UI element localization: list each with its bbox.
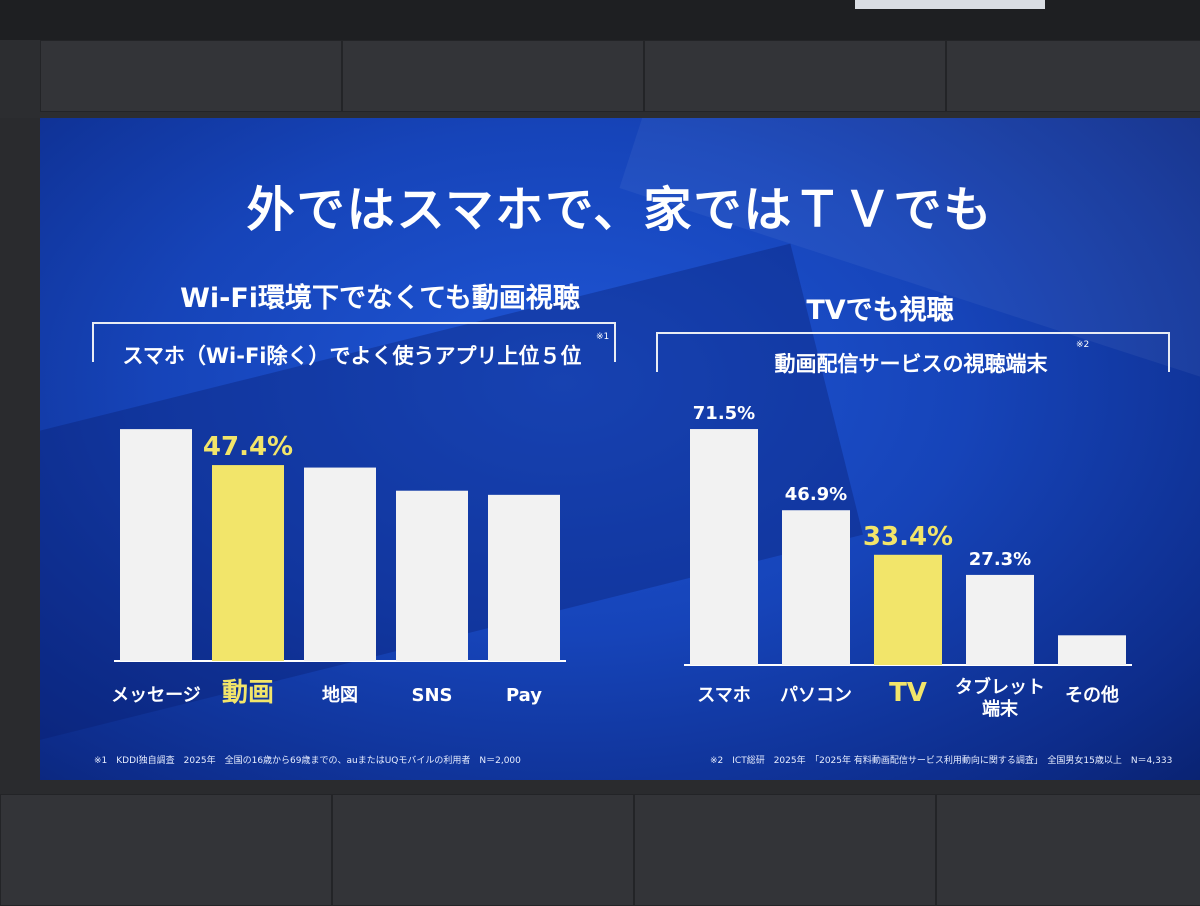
wall-panel [634, 794, 936, 906]
apps-category-label-0: メッセージ [111, 685, 201, 706]
right-bracket [656, 332, 1170, 372]
devices-value-label-0: 71.5% [693, 403, 755, 424]
devices-bar-1 [782, 510, 850, 665]
left-note-mark: ※1 [596, 332, 610, 342]
slide-screen: 外ではスマホで、家ではＴＶでも Wi-Fi環境下でなくても動画視聴 スマホ（Wi… [40, 118, 1200, 780]
apps-bar-3 [396, 490, 468, 661]
right-heading: TVでも視聴 [806, 295, 954, 326]
devices-category-label-2: TV [889, 678, 927, 708]
wall-bottom [0, 784, 1200, 906]
left-box-title: スマホ（Wi-Fi除く）でよく使うアプリ上位５位 [122, 344, 582, 368]
right-box-title: 動画配信サービスの視聴端末 [774, 352, 1048, 376]
right-note-mark: ※2 [1076, 340, 1090, 350]
devices-category-label-0: スマホ [697, 685, 750, 706]
wall-panel [946, 40, 1200, 112]
wall-panel [40, 40, 342, 112]
devices-bar-2 [874, 554, 942, 665]
wall-top [0, 40, 1200, 118]
left-heading: Wi-Fi環境下でなくても動画視聴 [180, 283, 580, 314]
devices-value-label-3: 27.3% [969, 549, 1031, 570]
apps-bar-4 [488, 494, 560, 661]
devices-category-label-3: タブレット [955, 676, 1045, 698]
devices-bar-4 [1058, 635, 1126, 665]
apps-category-label-2: 地図 [322, 684, 358, 706]
wall-panel [644, 40, 946, 112]
footnote-1: ※1 KDDI独自調査 2025年 全国の16歳から69歳までの、auまたはUQ… [94, 756, 521, 766]
ceiling [0, 0, 1200, 40]
wall-panel [332, 794, 634, 906]
wall-panel [342, 40, 644, 112]
devices-bar-0 [690, 429, 758, 665]
devices-category-label-1: パソコン [780, 685, 852, 706]
devices-bar-3 [966, 574, 1034, 665]
apps-category-label-1: 動画 [222, 678, 274, 708]
footnote-2: ※2 ICT総研 2025年 「2025年 有料動画配信サービス利用動向に関する… [710, 756, 1173, 766]
apps-category-label-4: Pay [506, 685, 542, 706]
wall-panel [0, 794, 332, 906]
apps-bar-2 [304, 467, 376, 661]
apps-bar-0 [120, 429, 192, 661]
devices-value-label-2: 33.4% [863, 522, 953, 552]
devices-value-label-1: 46.9% [785, 484, 847, 505]
apps-category-label-3: SNS [412, 685, 453, 706]
slide-title: 外ではスマホで、家ではＴＶでも [246, 182, 994, 238]
devices-category-label-3: 端末 [982, 698, 1019, 720]
apps-bar-1 [212, 465, 284, 661]
left-bracket [92, 322, 616, 362]
wall-panel [936, 794, 1200, 906]
ceiling-light [855, 0, 1045, 9]
devices-category-label-4: その他 [1065, 684, 1119, 706]
bar-charts: メッセージ 47.4% 動画 地図 SNS Pay 71.5% スマホ 46.9% パソコン 33.… [111, 403, 1132, 720]
apps-value-label-1: 47.4% [203, 432, 293, 462]
